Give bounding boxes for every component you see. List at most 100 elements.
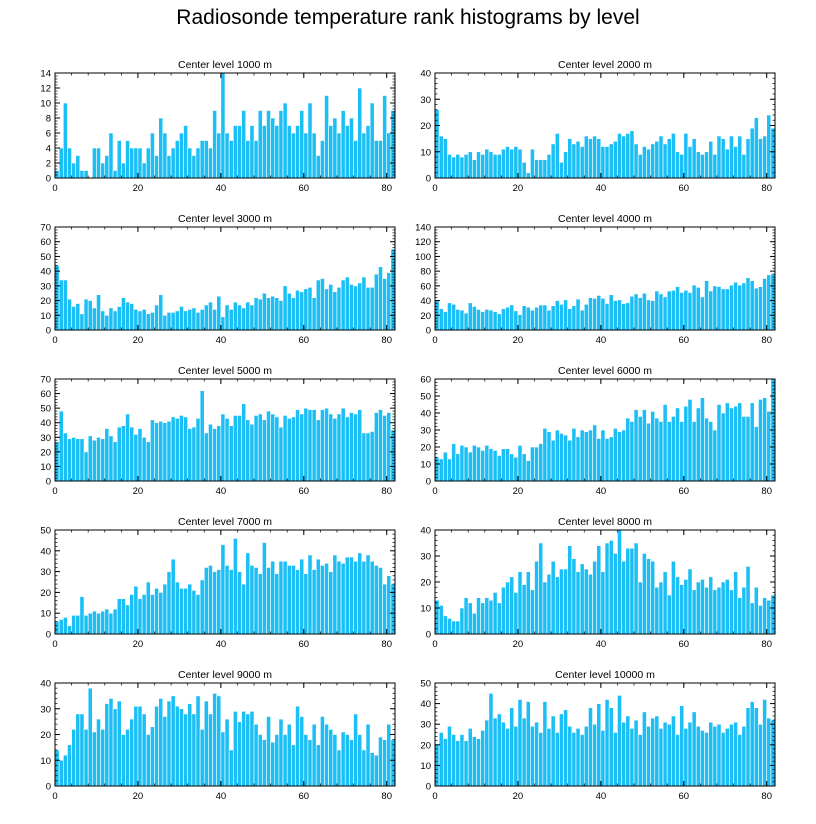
bar [691,421,697,482]
bar [546,728,552,787]
bar [295,705,300,787]
bar [154,422,159,482]
x-tick-label: 80 [761,486,772,497]
bar [278,300,284,331]
panel-title: Center level 6000 m [558,365,652,377]
y-tick-label: 20 [40,588,51,599]
bar [455,453,461,482]
y-tick-label: 40 [40,418,51,429]
bar [299,110,305,179]
bar [87,687,93,787]
bar [349,117,354,179]
bar [671,416,676,482]
x-tick-label: 60 [678,639,689,650]
bar [382,95,388,179]
bar [671,715,676,787]
bar [671,289,676,331]
bar [612,732,618,787]
bar [75,155,81,179]
bar [141,594,147,635]
x-tick-label: 20 [133,791,144,802]
bar [137,310,143,331]
bar [488,692,494,787]
panel-title: Center level 3000 m [178,213,272,225]
y-tick-label: 10 [40,462,51,473]
bar [579,563,585,635]
bar [704,732,709,787]
bar [438,732,444,787]
bar [220,316,226,331]
bar [87,612,93,635]
bar [58,279,64,331]
bar [361,560,367,635]
bar [212,428,218,482]
bar [679,154,685,179]
bar [484,444,490,482]
bar [249,711,255,787]
bar [766,114,772,179]
plot-frame [54,378,396,482]
bar [530,446,535,482]
bar [501,721,506,787]
bar [67,147,72,179]
bar [195,594,201,635]
bar [675,576,680,635]
y-tick-label: 20 [40,296,51,307]
bar [625,547,631,635]
bar [83,614,89,635]
bar [274,734,280,787]
y-tick-label: 10 [420,460,431,471]
bar [199,729,205,787]
y-tick-label: 10 [420,147,431,158]
bar [116,306,122,331]
bar [170,147,176,179]
y-tick-label: 20 [420,121,431,132]
bar [579,734,585,787]
bar [567,308,573,331]
bar [216,132,222,179]
bar [199,390,205,482]
x-tick-label: 60 [298,486,309,497]
bar [617,529,622,635]
bar [340,279,346,331]
bar [571,732,577,787]
bar [704,151,709,179]
bar [501,308,506,331]
bar [224,418,230,482]
bar [133,585,139,635]
bar [633,409,639,482]
bar [228,309,234,331]
bar [92,610,97,635]
y-tick-label: 70 [40,375,51,386]
bar [328,284,334,331]
bar [303,734,309,787]
bar [766,274,772,331]
bar [704,417,709,482]
bar [679,584,685,635]
x-tick-label: 40 [216,183,227,194]
bar [625,133,631,179]
bar [658,728,664,787]
bar [378,266,383,331]
bar [253,297,259,331]
bar [349,412,354,482]
bar [666,594,672,635]
bar [108,307,114,331]
bar [365,125,371,179]
bar [282,734,288,787]
bar [179,132,184,179]
bar [671,560,676,635]
bar [187,583,193,635]
bar [691,284,697,331]
bar [662,143,668,179]
bar [600,730,606,787]
bar [158,698,164,787]
bar [708,140,714,179]
bar [600,429,606,482]
bar [116,140,122,179]
bar [608,540,614,635]
bar [633,719,639,787]
bar [583,431,589,482]
x-tick-label: 0 [52,335,57,346]
bar [463,312,469,331]
